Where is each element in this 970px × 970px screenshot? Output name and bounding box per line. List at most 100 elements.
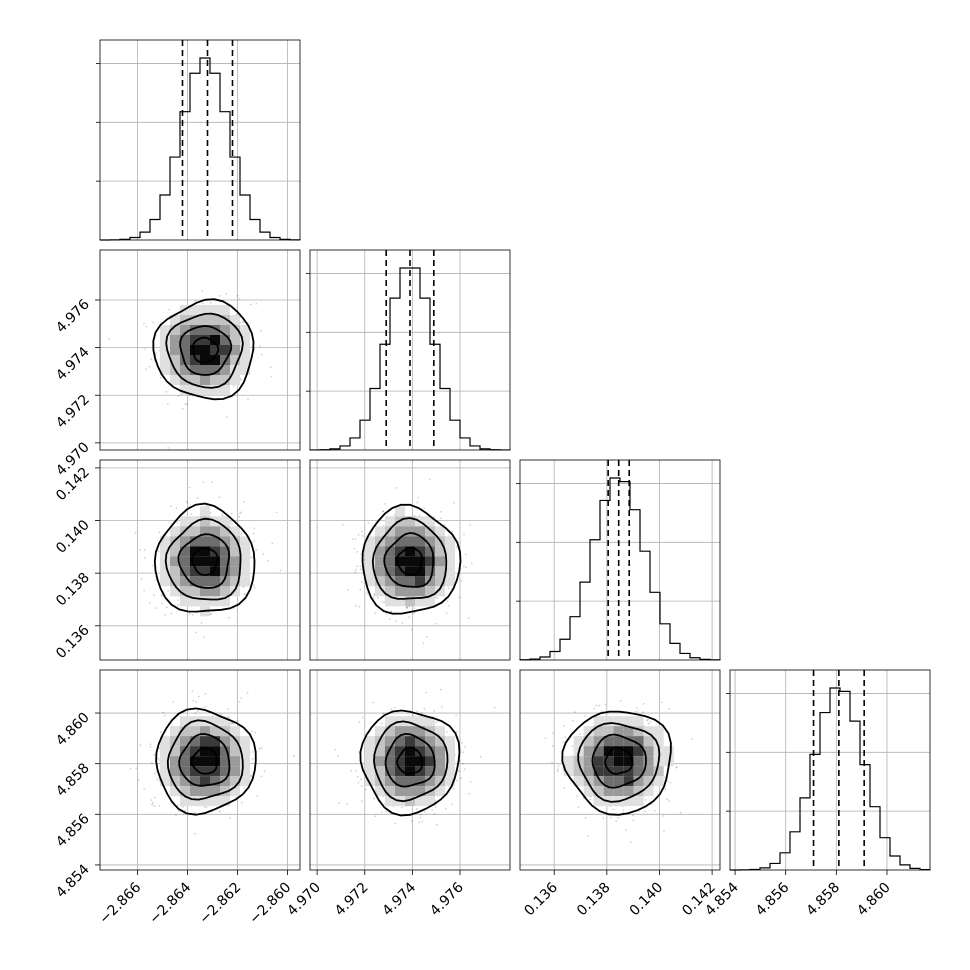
density-cell bbox=[613, 736, 624, 747]
density-cell bbox=[240, 576, 250, 587]
scatter-point bbox=[191, 690, 194, 693]
density-cell bbox=[395, 766, 405, 777]
scatter-point bbox=[162, 711, 165, 714]
density-cell bbox=[385, 526, 395, 537]
scatter-point bbox=[440, 706, 443, 708]
density-cell bbox=[653, 736, 664, 747]
scatter-point bbox=[293, 754, 296, 757]
scatter-point bbox=[225, 416, 228, 418]
density-cell bbox=[210, 796, 220, 807]
scatter-point bbox=[139, 744, 142, 746]
density-cell bbox=[415, 746, 425, 757]
density-cell bbox=[220, 716, 230, 727]
scatter-point bbox=[158, 779, 161, 782]
density-cell bbox=[210, 556, 220, 567]
density-cell bbox=[385, 516, 395, 527]
density-cell bbox=[200, 375, 210, 385]
scatter-point bbox=[423, 707, 426, 710]
scatter-point bbox=[394, 822, 397, 825]
density-cell bbox=[425, 756, 435, 767]
scatter-point bbox=[363, 559, 365, 561]
density-cell bbox=[190, 335, 200, 345]
scatter-point bbox=[235, 313, 238, 316]
scatter-point bbox=[465, 566, 467, 569]
xtick-label-2-1: 0.138 bbox=[574, 880, 614, 920]
density-cell bbox=[385, 596, 395, 607]
density-cell bbox=[445, 566, 455, 577]
density-cell bbox=[210, 566, 220, 577]
scatter-point bbox=[690, 738, 693, 740]
density-cell bbox=[415, 786, 425, 797]
scatter-point bbox=[434, 596, 437, 599]
scatter-point bbox=[408, 616, 410, 619]
scatter-point bbox=[270, 375, 273, 378]
density-cell bbox=[603, 746, 614, 757]
scatter-point bbox=[436, 597, 439, 599]
scatter-point bbox=[246, 691, 249, 694]
density-cell bbox=[435, 566, 445, 577]
density-cell bbox=[220, 556, 230, 567]
density-cell bbox=[623, 776, 634, 787]
density-cell bbox=[220, 315, 230, 325]
scatter-point bbox=[229, 722, 232, 725]
density-cell bbox=[385, 776, 395, 787]
density-cell bbox=[240, 776, 250, 787]
density-cell bbox=[405, 516, 415, 527]
scatter-point bbox=[465, 553, 467, 556]
density-cell bbox=[395, 786, 405, 797]
scatter-point bbox=[209, 302, 212, 304]
density-cell bbox=[180, 335, 190, 345]
scatter-point bbox=[421, 820, 424, 823]
density-cell bbox=[220, 345, 230, 355]
scatter-point bbox=[143, 557, 146, 559]
scatter-point bbox=[221, 513, 224, 515]
density-cell bbox=[180, 536, 190, 547]
density-cell bbox=[623, 796, 634, 807]
density-cell bbox=[190, 385, 200, 395]
scatter-point bbox=[256, 795, 259, 797]
density-cell bbox=[200, 766, 210, 777]
density-cell bbox=[395, 526, 405, 537]
density-cell bbox=[170, 566, 180, 577]
density-cell bbox=[200, 506, 210, 517]
density-cell bbox=[415, 526, 425, 537]
scatter-point bbox=[157, 757, 159, 760]
scatter-point bbox=[154, 796, 156, 799]
scatter-point bbox=[188, 612, 191, 615]
scatter-point bbox=[642, 702, 645, 705]
histogram-1 bbox=[309, 267, 511, 451]
density-cell bbox=[230, 766, 240, 777]
density-cell bbox=[220, 546, 230, 557]
scatter-point bbox=[445, 612, 448, 615]
scatter-point bbox=[240, 697, 243, 700]
scatter-point bbox=[453, 502, 455, 504]
density-cell bbox=[190, 596, 200, 607]
density-cell bbox=[365, 576, 375, 587]
scatter-point bbox=[462, 565, 465, 568]
density-cell bbox=[395, 536, 405, 547]
density-cell bbox=[633, 736, 644, 747]
scatter-point bbox=[634, 711, 637, 713]
density-cell bbox=[180, 776, 190, 787]
scatter-point bbox=[140, 578, 143, 580]
scatter-point bbox=[406, 607, 408, 609]
scatter-point bbox=[230, 722, 233, 724]
xtick-label-0-2: −2.862 bbox=[196, 880, 244, 928]
density-cell bbox=[210, 596, 220, 607]
density-cell bbox=[653, 776, 664, 787]
density-cell bbox=[240, 365, 250, 375]
density-cell bbox=[180, 756, 190, 767]
ytick-label-3-1: 4.856 bbox=[53, 811, 93, 851]
density-cell bbox=[210, 576, 220, 587]
scatter-point bbox=[197, 695, 200, 698]
density-cell bbox=[230, 345, 240, 355]
scatter-point bbox=[177, 599, 179, 601]
scatter-point bbox=[647, 718, 649, 721]
scatter-point bbox=[143, 549, 146, 552]
scatter-point bbox=[455, 546, 458, 549]
ytick-label-3-0: 4.854 bbox=[53, 861, 93, 901]
scatter-point bbox=[143, 788, 146, 790]
xtick-label-3-2: 4.858 bbox=[803, 880, 843, 920]
scatter-point bbox=[168, 308, 171, 311]
density-cell bbox=[415, 566, 425, 577]
